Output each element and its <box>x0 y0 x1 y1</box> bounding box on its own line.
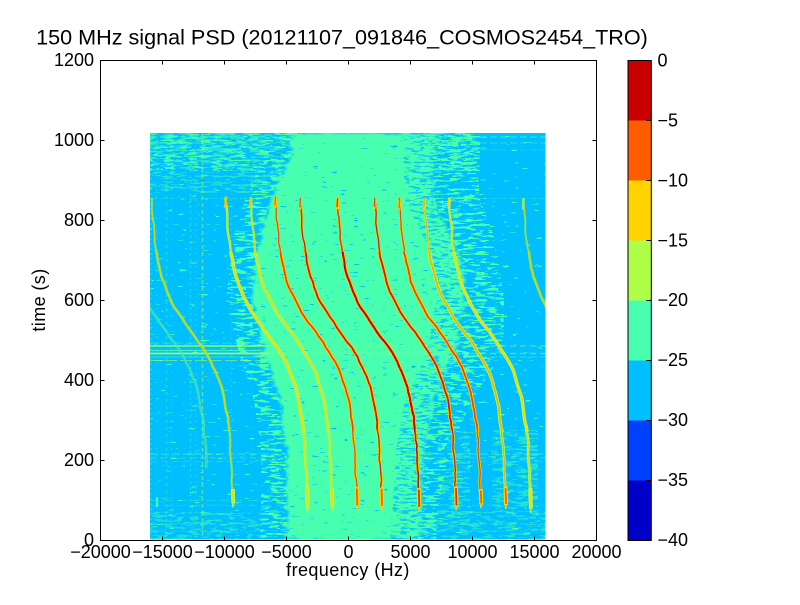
svg-text:400: 400 <box>64 370 94 390</box>
svg-text:200: 200 <box>64 450 94 470</box>
svg-text:time (s): time (s) <box>29 268 49 331</box>
svg-text:0: 0 <box>84 530 94 550</box>
svg-text:800: 800 <box>64 210 94 230</box>
svg-text:−10000: −10000 <box>194 542 255 562</box>
svg-text:15000: 15000 <box>509 542 559 562</box>
svg-text:−5000: −5000 <box>261 542 312 562</box>
svg-text:−15: −15 <box>658 230 689 250</box>
svg-text:600: 600 <box>64 290 94 310</box>
svg-text:0: 0 <box>343 542 353 562</box>
svg-text:−25: −25 <box>658 350 689 370</box>
svg-text:−15000: −15000 <box>132 542 193 562</box>
svg-text:−30: −30 <box>658 410 689 430</box>
svg-text:150 MHz signal PSD (20121107_0: 150 MHz signal PSD (20121107_091846_COSM… <box>36 25 648 50</box>
svg-text:frequency (Hz): frequency (Hz) <box>286 560 410 580</box>
svg-text:−10: −10 <box>658 170 689 190</box>
svg-text:20000: 20000 <box>571 542 621 562</box>
svg-text:−20: −20 <box>658 290 689 310</box>
svg-text:−40: −40 <box>658 530 689 550</box>
svg-text:−20000: −20000 <box>70 542 131 562</box>
svg-text:−35: −35 <box>658 470 689 490</box>
svg-text:0: 0 <box>658 51 668 71</box>
svg-text:10000: 10000 <box>447 542 497 562</box>
svg-text:1000: 1000 <box>54 130 94 150</box>
svg-text:1200: 1200 <box>54 50 94 70</box>
svg-text:−5: −5 <box>658 110 679 130</box>
svg-text:5000: 5000 <box>390 542 430 562</box>
